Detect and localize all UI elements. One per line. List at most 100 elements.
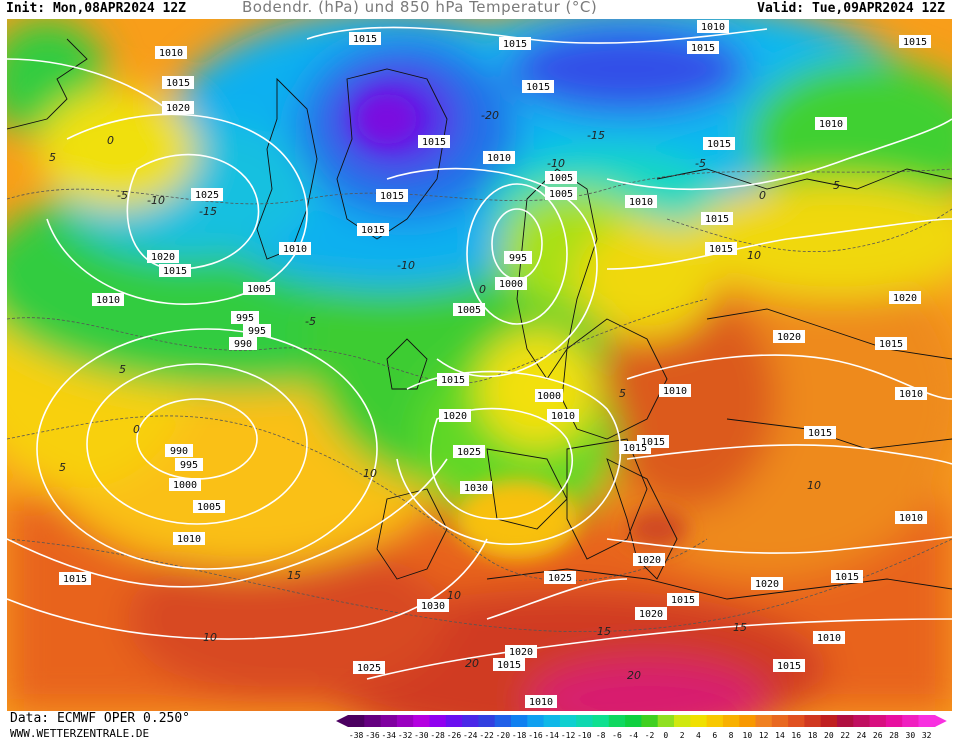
isobar-label: 1025	[457, 447, 481, 458]
isobar-label: 1020	[639, 609, 663, 620]
legend-swatch	[559, 715, 577, 727]
legend-swatch	[576, 715, 593, 727]
isobar-label: 1010	[701, 22, 725, 33]
isotherm-label: 5	[59, 461, 66, 474]
isotherm-label: 5	[119, 363, 126, 376]
legend-tick-label: 32	[922, 731, 932, 740]
legend-swatch	[837, 715, 854, 727]
legend-tick-label: 10	[743, 731, 753, 740]
legend-swatch	[543, 715, 561, 727]
legend-swatch	[885, 715, 903, 727]
legend-tick-label: -24	[463, 731, 478, 740]
legend-swatch	[494, 715, 512, 727]
legend-swatch	[511, 715, 528, 727]
legend-tick-label: 4	[696, 731, 701, 740]
legend-swatch	[706, 715, 724, 727]
isotherm-label: -10	[397, 259, 415, 272]
isotherm-label: 15	[287, 569, 301, 582]
legend-tick-label: -8	[596, 731, 606, 740]
legend-swatch	[478, 715, 496, 727]
legend-swatch	[396, 715, 414, 727]
isobar-label: 1015	[641, 437, 665, 448]
isobar-label: 1015	[671, 595, 695, 606]
legend-swatch	[674, 715, 691, 727]
isobar-label: 1015	[777, 661, 801, 672]
legend-swatch	[739, 715, 756, 727]
legend-swatch	[429, 715, 447, 727]
isotherm-label: 5	[49, 151, 56, 164]
isobar-label: 1030	[464, 483, 488, 494]
isobar-label: 1010	[819, 119, 843, 130]
isobar-label: 1010	[487, 153, 511, 164]
isobar-label: 1015	[422, 137, 446, 148]
legend-swatch	[364, 715, 382, 727]
legend-tick-label: -30	[414, 731, 429, 740]
isobar-label: 1015	[808, 428, 832, 439]
legend-tick-label: 6	[712, 731, 717, 740]
legend-tick-label: 18	[808, 731, 818, 740]
isobar-label: 1010	[529, 697, 553, 708]
isobars	[7, 26, 952, 680]
isotherm-label: 10	[447, 589, 461, 602]
isobar-label: 1015	[361, 225, 385, 236]
isobar-label: 1015	[623, 443, 647, 454]
isobar-label: 990	[170, 446, 188, 457]
isotherm-label: 10	[807, 479, 821, 492]
legend-arrow-left	[336, 715, 348, 727]
temperature-isotherms	[7, 168, 952, 633]
isobar-label: 1025	[195, 190, 219, 201]
isotherm-label: -5	[695, 157, 706, 170]
isotherm-label: -10	[147, 194, 165, 207]
isobar-label: 1015	[835, 572, 859, 583]
isobar-label: 1015	[705, 214, 729, 225]
legend-tick-label: 28	[889, 731, 899, 740]
isobar-label: 1015	[441, 375, 465, 386]
color-scale-legend: -38 -36 -34 -32 -30 -28 -26 -24 -22 -20 -18 -16 -14-…	[336, 715, 947, 740]
footer-bar: Data: ECMWF OPER 0.250° WWW.WETTERZENTRA…	[0, 711, 959, 741]
isotherm-label: 5	[833, 179, 840, 192]
isotherm-label: -20	[481, 109, 499, 122]
legend-tick-label: -22	[479, 731, 494, 740]
isobar-label: 1015	[497, 660, 521, 671]
legend-swatch	[755, 715, 773, 727]
isobar-label: 1005	[457, 305, 481, 316]
data-source: Data: ECMWF OPER 0.250°	[10, 711, 191, 726]
legend-tick-label: -32	[398, 731, 413, 740]
legend-tick-label: 14	[775, 731, 785, 740]
legend-tick-label: -14	[545, 731, 560, 740]
legend-tick-label: 30	[906, 731, 916, 740]
isotherm-label: 10	[747, 249, 761, 262]
legend-tick-label: 0	[663, 731, 668, 740]
isotherm-label: -5	[305, 315, 316, 328]
legend-tick-label: -26	[447, 731, 462, 740]
isobar-label: 1010	[663, 386, 687, 397]
legend-tick-label: 24	[857, 731, 867, 740]
legend-tick-label: 22	[840, 731, 850, 740]
legend-tick-label: -10	[577, 731, 592, 740]
isobar-label: 1020	[893, 293, 917, 304]
header-bar: Init: Mon,08APR2024 12Z Bodendr. (hPa) u…	[0, 0, 959, 19]
legend-tick-label: 12	[759, 731, 769, 740]
legend-tick-label: 2	[680, 731, 685, 740]
isobar-label: 1005	[549, 189, 573, 200]
isobar-label: 1015	[709, 244, 733, 255]
isobar-label: 1015	[380, 191, 404, 202]
isobar-label: 1015	[526, 82, 550, 93]
legend-swatch	[625, 715, 642, 727]
valid-time: Valid: Tue,09APR2024 12Z	[757, 1, 945, 16]
isotherm-label: -10	[547, 157, 565, 170]
isotherm-label: 5	[619, 387, 626, 400]
legend-tick-label: 16	[791, 731, 801, 740]
isobar-label: 1010	[899, 389, 923, 400]
legend-swatch	[608, 715, 626, 727]
legend-swatch	[413, 715, 430, 727]
isotherm-label: 15	[733, 621, 747, 634]
isotherm-label: -15	[199, 205, 217, 218]
isobar-label: 1015	[879, 339, 903, 350]
legend-tick-label: -16	[528, 731, 543, 740]
isobar-label: 995	[236, 313, 254, 324]
legend-tick-label: -18	[512, 731, 527, 740]
legend-swatch	[902, 715, 919, 727]
website-credit: WWW.WETTERZENTRALE.DE	[10, 727, 150, 740]
isotherm-label: 20	[627, 669, 641, 682]
